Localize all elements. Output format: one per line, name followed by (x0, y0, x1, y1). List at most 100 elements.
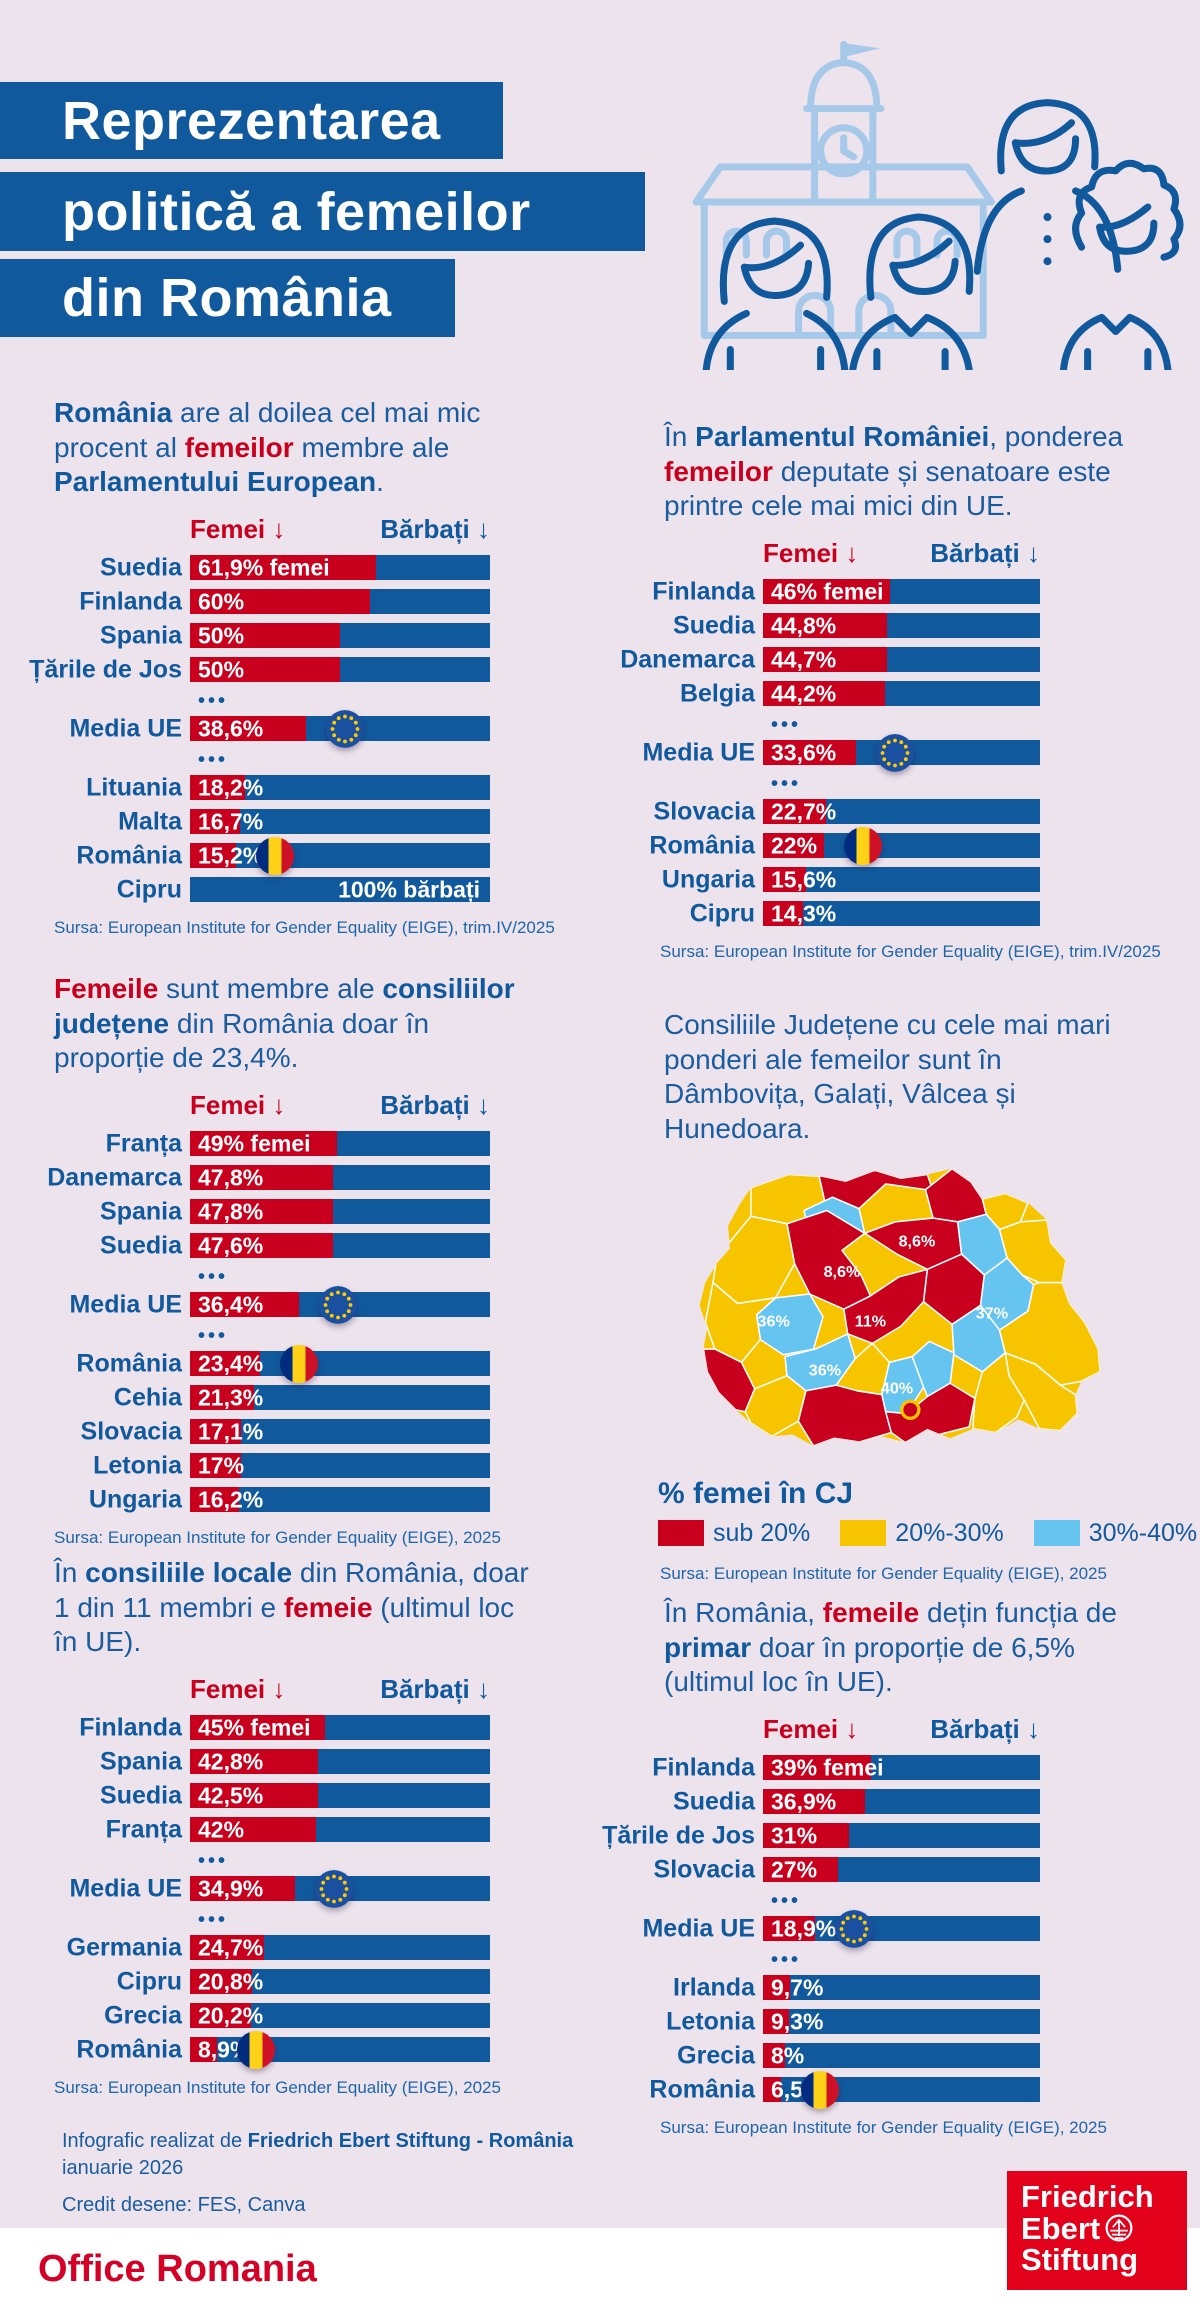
bar-barbati: 42,5% (190, 1782, 490, 1809)
credits-line-1: Infografic realizat de Friedrich Ebert S… (62, 2130, 574, 2152)
women-group-icon (702, 99, 1184, 374)
chart-header: Femei ↓ Bărbați ↓ (763, 538, 1040, 569)
bar-value: 22,7% (771, 798, 837, 825)
country-label: Franța (105, 1129, 182, 1158)
bar-value: 44,7% (771, 646, 837, 673)
bar-femei (190, 1453, 241, 1479)
country-label: Media UE (69, 1874, 182, 1903)
chart-body: Finlanda 46% femei Suedia 44,8% Danemarca 44,… (620, 577, 1200, 927)
chart-row: Irlanda 9,7% (648, 1973, 1200, 2001)
chart-row: Suedia 42,5% (50, 1781, 610, 1809)
legend-item-sub-20: sub 20% (658, 1519, 810, 1548)
legend-barbati: Bărbați ↓ (930, 1714, 1040, 1745)
country-label: România (76, 841, 182, 870)
chart-header: Femei ↓ Bărbați ↓ (190, 514, 490, 545)
chart-row: Spania 47,8% (50, 1197, 610, 1225)
bucharest-marker (900, 1399, 921, 1420)
country-label: Media UE (69, 1290, 182, 1319)
bar-femei (763, 740, 857, 766)
chart-row: Media UE 36,4% (50, 1285, 610, 1324)
bar-barbati: 15,2% (190, 836, 490, 875)
bar-femei (190, 1351, 261, 1377)
fes-logo-line-2: Ebert (1021, 2212, 1187, 2245)
bar-value: 60% (198, 588, 245, 615)
bar-value: 21,3% (198, 1384, 264, 1411)
bar-barbati: 46% femei (763, 578, 1040, 605)
country-label: Media UE (69, 714, 182, 743)
page-title-line-1: Reprezentarea (0, 82, 503, 159)
bar-value: 27% (771, 1856, 818, 1883)
bar-barbati: 20,8% (190, 1968, 490, 1995)
country-label: Franța (105, 1815, 182, 1844)
eu-flag-icon (835, 1909, 874, 1948)
chart-row: Suedia 44,8% (648, 611, 1200, 640)
separator-dots: ••• (771, 1949, 802, 1972)
romania-flag-icon (255, 836, 294, 875)
bar-barbati: 36,9% (763, 1788, 1040, 1815)
chart-row: Danemarca 47,8% (47, 1163, 610, 1191)
section-primari: În România, femeile dețin funcția de pri… (602, 1596, 1200, 2138)
bar-value: 36,9% (771, 1788, 837, 1815)
bar-barbati: 38,6% (190, 709, 490, 748)
fes-logo-line-1: Friedrich (1021, 2179, 1154, 2214)
bar-barbati: 42,8% (190, 1748, 490, 1775)
legend-barbati: Bărbați ↓ (380, 1674, 490, 1705)
chart-row: Cipru 14,3% (648, 899, 1200, 927)
bar-femei (190, 1876, 295, 1902)
chart-row: Media UE 33,6% (642, 733, 1200, 772)
page-title-line-2: politică a femeilor (0, 172, 645, 251)
country-label: Suedia (100, 553, 182, 582)
romania-flag-icon (801, 2070, 839, 2109)
chart-row: România 8,9% (50, 2030, 610, 2069)
bar-value: 38,6% (198, 715, 264, 742)
chart-row: Letonia 17% (50, 1451, 610, 1479)
map-legend: sub 20% 20%-30% 30%-40% (658, 1519, 1200, 1548)
bar-femei (190, 1715, 325, 1741)
separator-dots: ••• (198, 690, 229, 713)
legend-femei: Femei ↓ (763, 1714, 859, 1745)
chart-body: Finlanda 39% femei Suedia 36,9% Țările de Jo… (602, 1753, 1200, 2109)
bar-barbati: 18,9% (763, 1909, 1040, 1948)
bar-value: 23,4% (198, 1350, 264, 1377)
chart-row: România 23,4% (50, 1344, 610, 1383)
romania-county-map: 8,6% 8,6% 36% 11% 37% 36% 40% (656, 1161, 1200, 1465)
bar-femei (763, 1789, 866, 1815)
bar-barbati: 24,7% (190, 1934, 490, 1961)
bar-value: 20,8% (198, 1968, 264, 1995)
fes-emblem-icon (1105, 2214, 1133, 2242)
down-arrow-icon: ↓ (477, 514, 490, 545)
chart-header: Femei ↓ Bărbați ↓ (763, 1714, 1040, 1745)
fes-logo: Friedrich Ebert Stiftung (1007, 2171, 1187, 2290)
bar-femei (190, 1487, 239, 1513)
bar-value: 42,8% (198, 1748, 264, 1775)
bar-value: 17,1% (198, 1418, 264, 1445)
bar-barbati: 8,9% (190, 2030, 490, 2069)
bar-value: 14,3% (771, 900, 837, 927)
bar-barbati: 45% femei (190, 1714, 490, 1741)
eu-flag-icon (325, 709, 364, 748)
bar-femei (190, 1783, 318, 1809)
bar-femei (190, 657, 340, 683)
map-value-label: 8,6% (824, 1263, 861, 1281)
bar-barbati: 42% (190, 1816, 490, 1843)
country-label: Spania (100, 621, 182, 650)
chart-header: Femei ↓ Bărbați ↓ (190, 1090, 490, 1121)
eu-flag-icon (314, 1869, 353, 1908)
bar-barbati: 27% (763, 1856, 1040, 1883)
country-label: Suedia (673, 611, 755, 640)
country-label: Ungaria (88, 1485, 182, 1514)
bar-value: 42,5% (198, 1782, 264, 1809)
bar-value: 50% (198, 656, 245, 683)
country-label: Belgia (679, 679, 755, 708)
parliament-building-icon (692, 40, 995, 339)
bar-value: 44,8% (771, 612, 837, 639)
country-label: Malta (118, 807, 182, 836)
map-value-label: 37% (976, 1305, 1008, 1323)
chart-row: Suedia 61,9% femei (50, 553, 610, 582)
bar-femei (190, 2003, 251, 2029)
chart-row: Țările de Jos 31% (602, 1821, 1200, 1849)
bar-barbati: 14,3% (763, 900, 1040, 927)
source-note: Sursa: European Institute for Gender Equ… (660, 942, 1161, 962)
source-note: Sursa: European Institute for Gender Equ… (660, 1563, 1107, 1583)
intro-primari: În România, femeile dețin funcția de pri… (664, 1597, 1117, 1698)
